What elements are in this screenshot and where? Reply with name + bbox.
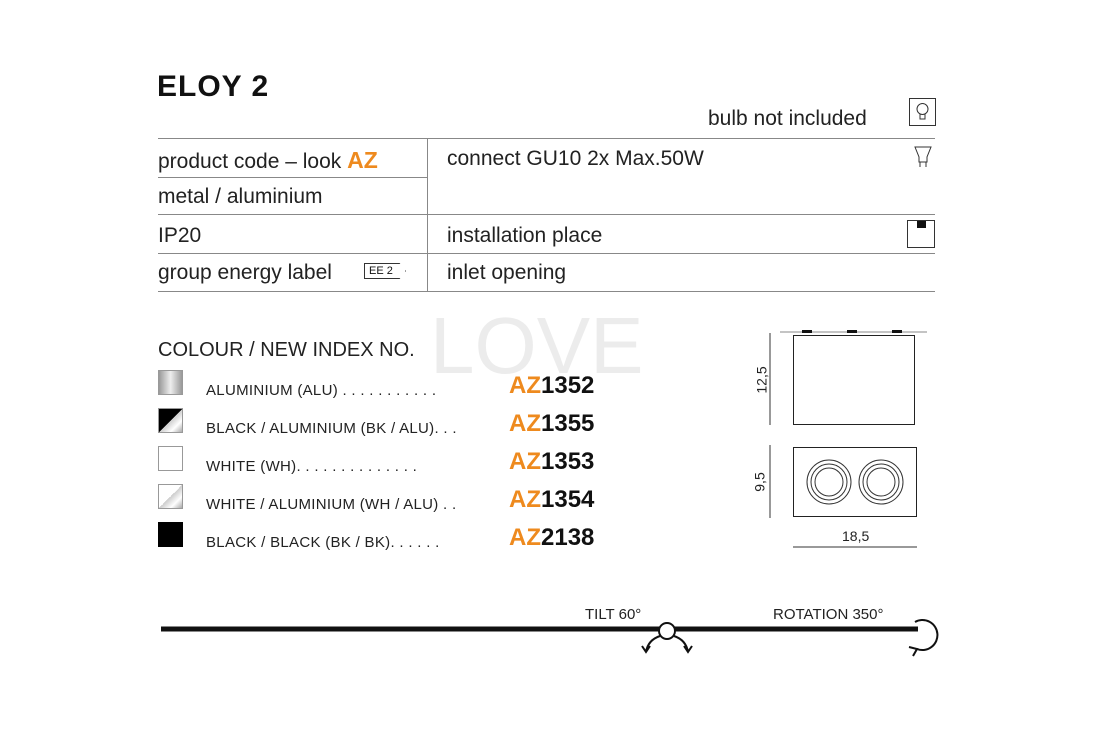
depth-dimension: 9,5 <box>751 472 768 492</box>
index-code: AZ1352 <box>509 372 595 399</box>
tilt-label: TILT 60° <box>585 606 642 623</box>
connect-spec: connect GU10 2x Max.50W <box>447 147 704 170</box>
colour-heading: COLOUR / NEW INDEX NO. <box>158 339 415 361</box>
product-code-value: AZ <box>347 147 378 173</box>
swatch-black <box>158 522 183 547</box>
index-code: AZ1355 <box>509 410 595 437</box>
index-code: AZ2138 <box>509 524 595 551</box>
index-code: AZ1354 <box>509 486 595 513</box>
product-code-label: product code – look <box>158 150 342 173</box>
material: metal / aluminium <box>158 185 323 208</box>
index-code: AZ1353 <box>509 448 595 475</box>
swatch-aluminium <box>158 370 183 395</box>
inlet-opening: inlet opening <box>447 261 567 284</box>
product-title: ELOY 2 <box>157 70 270 103</box>
colour-label: BLACK / ALUMINIUM (BK / ALU). . . <box>206 420 457 437</box>
energy-label: group energy label <box>158 261 332 284</box>
dimension-drawing <box>769 330 927 548</box>
energy-badge: EE 2 <box>364 263 406 279</box>
colour-label: WHITE / ALUMINIUM (WH / ALU) . . <box>206 496 457 513</box>
swatch-white <box>158 446 183 471</box>
bulb-icon <box>909 98 936 126</box>
colour-label: WHITE (WH). . . . . . . . . . . . . . <box>206 458 418 475</box>
height-dimension: 12,5 <box>753 366 770 394</box>
swatch-black-aluminium <box>158 408 183 433</box>
ceiling-installation-icon <box>907 220 935 248</box>
bulb-note: bulb not included <box>708 107 867 130</box>
tilt-icon <box>641 622 693 654</box>
tilt-rotation-diagram <box>161 619 939 657</box>
colour-label: BLACK / BLACK (BK / BK). . . . . . <box>206 534 440 551</box>
width-dimension: 18,5 <box>842 528 870 544</box>
rotation-icon <box>908 619 939 657</box>
installation-place: installation place <box>447 224 603 247</box>
gu10-bulb-icon <box>914 146 932 167</box>
colour-label: ALUMINIUM (ALU) . . . . . . . . . . . <box>206 382 437 399</box>
ip-rating: IP20 <box>158 224 202 247</box>
rotation-label: ROTATION 350° <box>773 606 884 623</box>
swatch-white-aluminium <box>158 484 183 509</box>
product-code-row: product code – look AZ <box>158 147 378 174</box>
